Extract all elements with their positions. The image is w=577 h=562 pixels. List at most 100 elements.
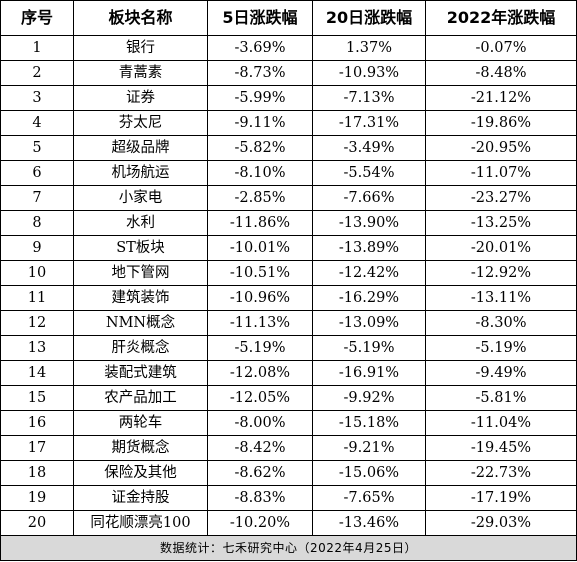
- change-20day-cell: -13.09%: [312, 310, 426, 336]
- change-2022-cell: -23.27%: [425, 185, 577, 211]
- sector-name-cell: 超级品牌: [73, 135, 208, 161]
- change-5day-cell: -11.86%: [207, 210, 313, 236]
- sector-name-cell: 农产品加工: [73, 385, 208, 411]
- change-2022-cell: -19.45%: [425, 435, 577, 461]
- change-5day-cell: -12.05%: [207, 385, 313, 411]
- change-5day-cell: -8.42%: [207, 435, 313, 461]
- change-5day-cell: -2.85%: [207, 185, 313, 211]
- row-index-cell: 20: [0, 510, 74, 536]
- row-index-cell: 1: [0, 35, 74, 61]
- change-2022-cell: -22.73%: [425, 460, 577, 486]
- change-2022-cell: -13.11%: [425, 285, 577, 311]
- change-20day-cell: -7.66%: [312, 185, 426, 211]
- change-5day-cell: -12.08%: [207, 360, 313, 386]
- table-row: 6 机场航运 -8.10% -5.54% -11.07%: [0, 160, 577, 186]
- change-2022-cell: -12.92%: [425, 260, 577, 286]
- row-index-cell: 18: [0, 460, 74, 486]
- table-row: 4 芬太尼 -9.11% -17.31% -19.86%: [0, 110, 577, 136]
- change-2022-cell: -0.07%: [425, 35, 577, 61]
- sector-name-cell: 地下管网: [73, 260, 208, 286]
- table-row: 3 证券 -5.99% -7.13% -21.12%: [0, 85, 577, 111]
- row-index-cell: 6: [0, 160, 74, 186]
- change-2022-cell: -5.19%: [425, 335, 577, 361]
- change-5day-cell: -9.11%: [207, 110, 313, 136]
- row-index-cell: 13: [0, 335, 74, 361]
- change-5day-cell: -5.99%: [207, 85, 313, 111]
- table-row: 17 期货概念 -8.42% -9.21% -19.45%: [0, 435, 577, 461]
- change-2022-cell: -21.12%: [425, 85, 577, 111]
- row-index-cell: 17: [0, 435, 74, 461]
- table-row: 18 保险及其他 -8.62% -15.06% -22.73%: [0, 460, 577, 486]
- sector-name-cell: 小家电: [73, 185, 208, 211]
- sector-name-cell: 芬太尼: [73, 110, 208, 136]
- change-2022-cell: -8.48%: [425, 60, 577, 86]
- change-2022-cell: -13.25%: [425, 210, 577, 236]
- table-row: 8 水利 -11.86% -13.90% -13.25%: [0, 210, 577, 236]
- change-5day-cell: -5.19%: [207, 335, 313, 361]
- sector-name-cell: 银行: [73, 35, 208, 61]
- change-20day-cell: -13.46%: [312, 510, 426, 536]
- change-20day-cell: -9.21%: [312, 435, 426, 461]
- sector-name-cell: 肝炎概念: [73, 335, 208, 361]
- change-20day-cell: -16.91%: [312, 360, 426, 386]
- table-row: 14 装配式建筑 -12.08% -16.91% -9.49%: [0, 360, 577, 386]
- sector-name-cell: 保险及其他: [73, 460, 208, 486]
- row-index-cell: 16: [0, 410, 74, 436]
- change-5day-cell: -8.83%: [207, 485, 313, 511]
- row-index-cell: 4: [0, 110, 74, 136]
- change-20day-cell: -16.29%: [312, 285, 426, 311]
- change-5day-cell: -11.13%: [207, 310, 313, 336]
- change-20day-cell: 1.37%: [312, 35, 426, 61]
- footer-row: 数据统计：七禾研究中心（2022年4月25日）: [0, 535, 577, 561]
- change-2022-cell: -17.19%: [425, 485, 577, 511]
- row-index-cell: 14: [0, 360, 74, 386]
- sector-name-cell: 水利: [73, 210, 208, 236]
- table-row: 12 NMN概念 -11.13% -13.09% -8.30%: [0, 310, 577, 336]
- change-20day-cell: -12.42%: [312, 260, 426, 286]
- change-20day-cell: -7.65%: [312, 485, 426, 511]
- sector-name-cell: 期货概念: [73, 435, 208, 461]
- table-body: 1 银行 -3.69% 1.37% -0.07% 2 青蒿素 -8.73% -10.93% -8.…: [0, 35, 577, 536]
- sector-name-cell: 机场航运: [73, 160, 208, 186]
- change-20day-cell: -5.19%: [312, 335, 426, 361]
- change-5day-cell: -10.01%: [207, 235, 313, 261]
- table-row: 2 青蒿素 -8.73% -10.93% -8.48%: [0, 60, 577, 86]
- change-20day-cell: -13.90%: [312, 210, 426, 236]
- row-index-cell: 11: [0, 285, 74, 311]
- change-2022-cell: -29.03%: [425, 510, 577, 536]
- header-20day-change: 20日涨跌幅: [312, 0, 426, 36]
- table-row: 15 农产品加工 -12.05% -9.92% -5.81%: [0, 385, 577, 411]
- row-index-cell: 7: [0, 185, 74, 211]
- change-2022-cell: -8.30%: [425, 310, 577, 336]
- table-row: 13 肝炎概念 -5.19% -5.19% -5.19%: [0, 335, 577, 361]
- change-5day-cell: -10.20%: [207, 510, 313, 536]
- change-2022-cell: -20.95%: [425, 135, 577, 161]
- row-index-cell: 15: [0, 385, 74, 411]
- change-5day-cell: -8.00%: [207, 410, 313, 436]
- change-20day-cell: -5.54%: [312, 160, 426, 186]
- change-20day-cell: -10.93%: [312, 60, 426, 86]
- sector-name-cell: 同花顺漂亮100: [73, 510, 208, 536]
- table-row: 20 同花顺漂亮100 -10.20% -13.46% -29.03%: [0, 510, 577, 536]
- table-row: 1 银行 -3.69% 1.37% -0.07%: [0, 35, 577, 61]
- sector-name-cell: 证金持股: [73, 485, 208, 511]
- row-index-cell: 9: [0, 235, 74, 261]
- header-index: 序号: [0, 0, 74, 36]
- change-5day-cell: -5.82%: [207, 135, 313, 161]
- table-row: 9 ST板块 -10.01% -13.89% -20.01%: [0, 235, 577, 261]
- header-row: 序号 板块名称 5日涨跌幅 20日涨跌幅 2022年涨跌幅: [0, 0, 577, 36]
- row-index-cell: 12: [0, 310, 74, 336]
- change-5day-cell: -3.69%: [207, 35, 313, 61]
- row-index-cell: 10: [0, 260, 74, 286]
- sector-name-cell: 装配式建筑: [73, 360, 208, 386]
- change-2022-cell: -19.86%: [425, 110, 577, 136]
- table-row: 16 两轮车 -8.00% -15.18% -11.04%: [0, 410, 577, 436]
- change-5day-cell: -8.73%: [207, 60, 313, 86]
- sector-name-cell: NMN概念: [73, 310, 208, 336]
- sector-name-cell: 建筑装饰: [73, 285, 208, 311]
- change-5day-cell: -10.51%: [207, 260, 313, 286]
- change-20day-cell: -15.06%: [312, 460, 426, 486]
- row-index-cell: 8: [0, 210, 74, 236]
- change-20day-cell: -17.31%: [312, 110, 426, 136]
- row-index-cell: 2: [0, 60, 74, 86]
